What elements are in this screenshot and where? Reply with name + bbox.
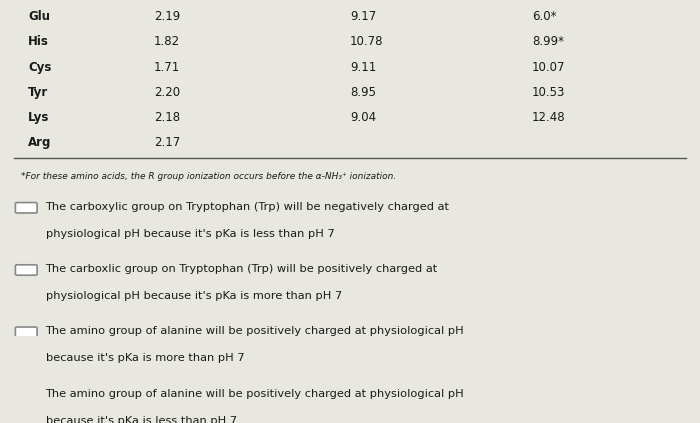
Text: The carboxylic group on Tryptophan (Trp) will be negatively charged at: The carboxylic group on Tryptophan (Trp)…: [46, 202, 449, 212]
Text: 10.53: 10.53: [532, 86, 566, 99]
Text: 9.04: 9.04: [350, 111, 376, 124]
Text: The carboxlic group on Tryptophan (Trp) will be positively charged at: The carboxlic group on Tryptophan (Trp) …: [46, 264, 438, 274]
FancyBboxPatch shape: [15, 389, 37, 400]
FancyBboxPatch shape: [15, 265, 37, 275]
FancyBboxPatch shape: [15, 327, 37, 338]
Text: physiological pH because it's pKa is less than pH 7: physiological pH because it's pKa is les…: [46, 229, 335, 239]
Text: Tyr: Tyr: [28, 86, 48, 99]
Text: Glu: Glu: [28, 10, 50, 23]
Text: 8.95: 8.95: [350, 86, 376, 99]
Text: because it's pKa is more than pH 7: because it's pKa is more than pH 7: [46, 353, 244, 363]
Text: 10.07: 10.07: [532, 60, 566, 74]
Text: 12.48: 12.48: [532, 111, 566, 124]
Text: Lys: Lys: [28, 111, 50, 124]
Text: physiological pH because it's pKa is more than pH 7: physiological pH because it's pKa is mor…: [46, 291, 342, 301]
Text: The amino group of alanine will be positively charged at physiological pH: The amino group of alanine will be posit…: [46, 389, 464, 398]
Text: 9.11: 9.11: [350, 60, 377, 74]
Text: 6.0*: 6.0*: [532, 10, 556, 23]
Text: Arg: Arg: [28, 136, 51, 149]
Text: Cys: Cys: [28, 60, 51, 74]
Text: 8.99*: 8.99*: [532, 36, 564, 48]
Text: 2.18: 2.18: [154, 111, 180, 124]
Text: 10.78: 10.78: [350, 36, 384, 48]
Text: 1.82: 1.82: [154, 36, 180, 48]
Text: 2.20: 2.20: [154, 86, 180, 99]
Text: 2.19: 2.19: [154, 10, 181, 23]
Text: because it's pKa is less than pH 7: because it's pKa is less than pH 7: [46, 415, 237, 423]
Text: 1.71: 1.71: [154, 60, 181, 74]
Text: 2.17: 2.17: [154, 136, 181, 149]
FancyBboxPatch shape: [15, 203, 37, 213]
Text: *For these amino acids, the R group ionization occurs before the α-NH₃⁺ ionizati: *For these amino acids, the R group ioni…: [21, 172, 396, 181]
Text: His: His: [28, 36, 49, 48]
Text: The amino group of alanine will be positively charged at physiological pH: The amino group of alanine will be posit…: [46, 327, 464, 336]
Text: 9.17: 9.17: [350, 10, 377, 23]
